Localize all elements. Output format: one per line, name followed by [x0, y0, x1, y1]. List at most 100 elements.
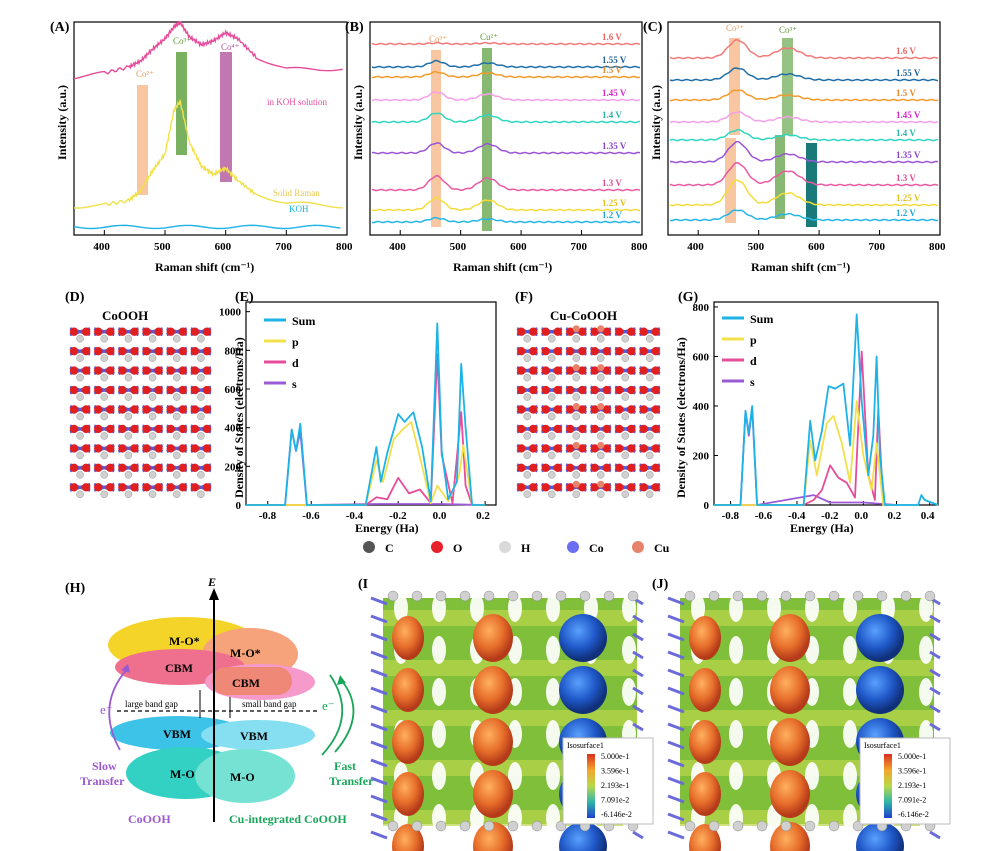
panel-e-frame [245, 301, 497, 506]
iso-colorbar-value: 7.091e-2 [898, 796, 926, 805]
atom-h [548, 432, 556, 440]
atom-o [118, 346, 127, 356]
atom-h [523, 354, 531, 362]
atom-h [646, 471, 654, 479]
dos-xtick-label: 0.4 [921, 510, 935, 522]
atom-h [621, 471, 629, 479]
atom-cu [572, 364, 580, 372]
raman-curve-c-6 [669, 161, 939, 187]
atom-c-label: C [385, 541, 394, 555]
left-cbm-label: CBM [165, 661, 193, 675]
atom-o [178, 424, 187, 434]
atom-h [621, 334, 629, 343]
atom-o [142, 444, 151, 453]
iso-colorbar-value: 2.193e-1 [898, 781, 926, 790]
atom-h [523, 393, 531, 401]
atom-h [572, 451, 580, 460]
atom-o [590, 385, 599, 395]
iso-top-atom [435, 590, 447, 602]
iso-edge-bond [370, 794, 388, 804]
atom-h [124, 354, 133, 362]
iso-top-atom [459, 590, 471, 602]
iso-void [843, 720, 857, 748]
raman-tick-label-c: 500 [748, 241, 765, 253]
atom-cu [597, 364, 605, 372]
peak-band-co2 [137, 85, 148, 195]
atom-o [94, 483, 103, 492]
iso-bottom-atom [780, 820, 792, 832]
iso-lobe-right [559, 822, 607, 851]
atom-o [578, 327, 587, 336]
right-cbm-label: CBM [232, 676, 260, 690]
atom-h [173, 412, 181, 421]
atom-o [154, 483, 163, 492]
atom-o [639, 444, 648, 453]
atom-h [76, 373, 84, 382]
atom-o [553, 483, 562, 492]
legend-label: Sum [292, 314, 315, 328]
dos-xtick-label: 0.2 [476, 510, 490, 522]
iso-lobe-center [770, 614, 810, 662]
atom-o [130, 366, 139, 375]
atom-h [597, 354, 605, 362]
iso-band [680, 710, 934, 726]
atom-o [178, 366, 187, 375]
dos-ytick-label: 600 [693, 351, 710, 363]
atom-o [130, 327, 139, 336]
raman-tick-label-a: 400 [93, 241, 110, 253]
atom-o [627, 346, 636, 356]
raman-curve-c-8 [669, 209, 939, 222]
atom-h [197, 451, 205, 460]
potential-label-c-7: 1.25 V [896, 193, 921, 203]
iso-lobe-center [770, 666, 810, 714]
iso-void [432, 636, 446, 664]
peak-band-c-co3-upper2 [782, 38, 793, 135]
atom-o [166, 424, 175, 434]
atom-o [202, 483, 212, 492]
iso-colorbar-value: 2.193e-1 [601, 781, 629, 790]
raman-curve-b-3 [371, 91, 641, 102]
atom-o [553, 327, 562, 336]
atom-h [197, 471, 205, 479]
atom-o [94, 327, 103, 336]
raman-curve-b-7 [371, 196, 641, 212]
iso-edge-bond [632, 668, 644, 678]
iso-bottom-atom [387, 820, 399, 832]
atom-h [173, 432, 181, 440]
dos-series-g-sum [714, 313, 939, 506]
iso-top-atom [852, 590, 864, 602]
atom-o [639, 483, 648, 492]
atom-o [106, 463, 115, 473]
atom-h-label: H [521, 541, 531, 555]
atom-o [94, 424, 103, 434]
atom-o [130, 424, 139, 434]
iso-top-atom [708, 590, 720, 602]
iso-void [432, 720, 446, 748]
atom-o [651, 424, 660, 434]
atom-o [651, 483, 660, 492]
atom-o [517, 463, 526, 473]
raman-curve-b-6 [371, 174, 641, 192]
iso-void [919, 678, 933, 706]
iso-edge-bond [667, 758, 685, 768]
atom-o [81, 405, 91, 414]
atom-o [130, 444, 139, 453]
atom-o [106, 405, 115, 414]
atom-h [173, 490, 181, 499]
atom-o [106, 346, 115, 356]
iso-bottom-atom [708, 820, 720, 832]
atom-h [100, 451, 108, 460]
panel-label-g: (G) [678, 290, 699, 305]
atom-o [578, 405, 587, 414]
atom-o [602, 405, 611, 414]
atom-o [590, 405, 599, 414]
iso-lobe-center [770, 718, 810, 766]
atom-o [651, 327, 660, 336]
panel-label-d: (D) [65, 290, 85, 305]
iso-void [546, 636, 560, 664]
iso-edge-bond [667, 776, 685, 786]
atom-h [523, 412, 531, 421]
iso-top-atom [555, 590, 567, 602]
right-vbm-label: VBM [240, 729, 268, 743]
atom-h [523, 490, 531, 499]
